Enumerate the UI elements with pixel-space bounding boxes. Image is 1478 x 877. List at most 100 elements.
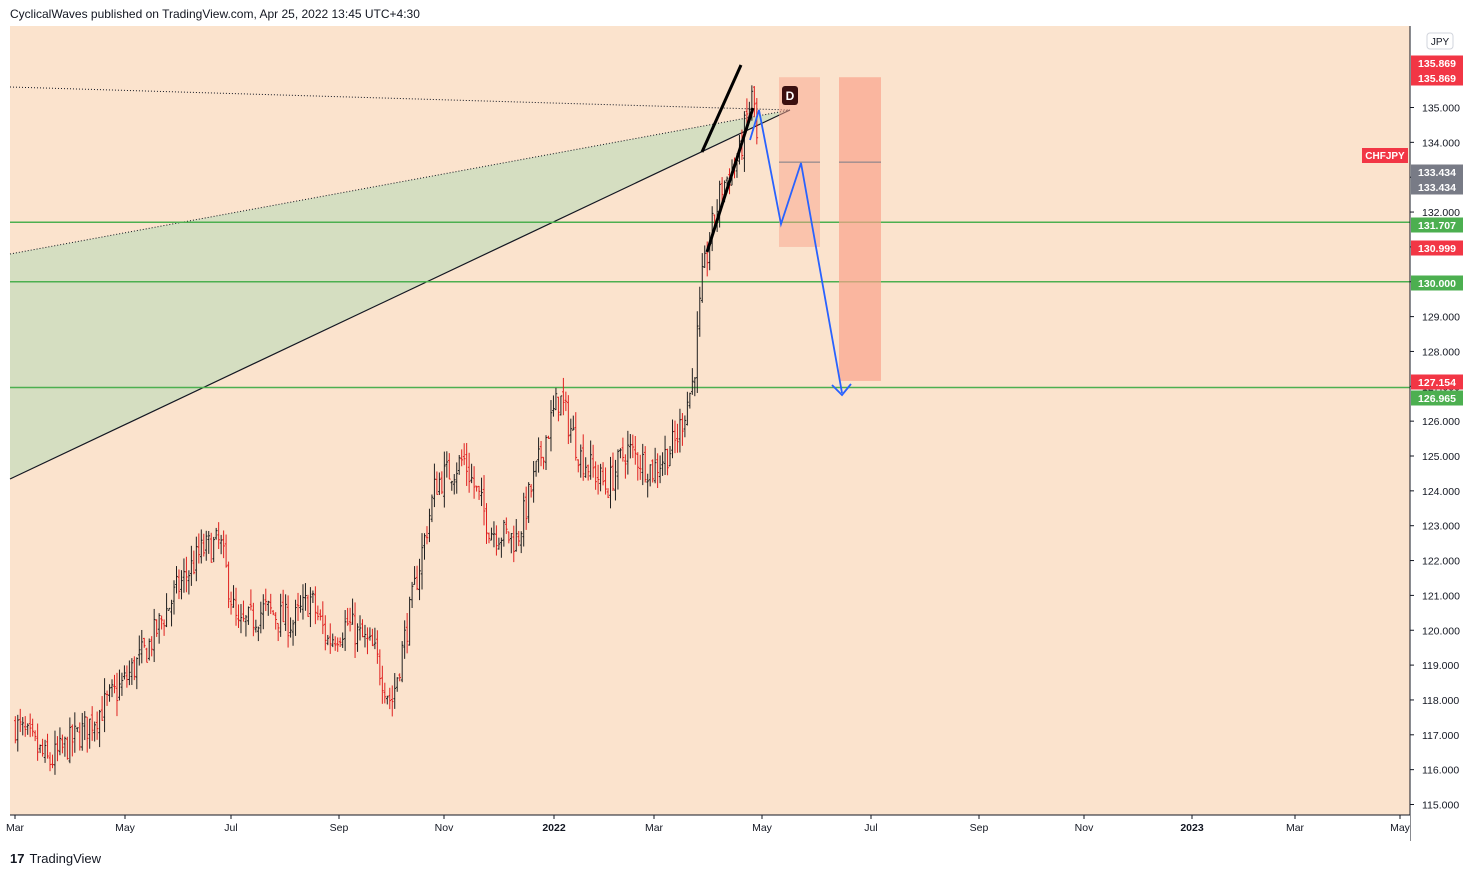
ohlc-bar — [157, 613, 161, 644]
price-tag-box — [1411, 55, 1463, 71]
ohlc-bar — [93, 721, 96, 742]
short-target-box-2 — [839, 77, 881, 381]
ohlc-bar — [286, 595, 290, 648]
footer-brand[interactable]: 17 TradingView — [10, 851, 101, 866]
ohlc-bar — [224, 534, 228, 568]
ohlc-bar — [614, 459, 617, 501]
ohlc-bar — [155, 619, 158, 637]
price-tag-label: 133.434 — [1418, 167, 1456, 179]
ohlc-bar — [631, 434, 635, 459]
ohlc-bar — [150, 636, 153, 657]
ohlc-bar — [490, 527, 493, 541]
ohlc-bar — [668, 445, 672, 467]
ohlc-bar — [227, 561, 230, 609]
price-tag-box — [1411, 275, 1463, 291]
ohlc-bar — [135, 657, 139, 690]
y-tick-label: 134.000 — [1422, 137, 1460, 149]
ohlc-bar — [13, 716, 17, 744]
ohlc-bar — [343, 610, 347, 651]
y-tick-label: 119.000 — [1422, 660, 1459, 672]
price-tag: 126.965 — [1411, 390, 1463, 406]
ohlc-bar — [666, 448, 669, 476]
x-tick-label: 2022 — [542, 822, 566, 834]
symbol-tag-box — [1362, 148, 1408, 163]
ohlc-bar — [500, 537, 503, 558]
ohlc-bar — [71, 724, 74, 757]
price-tag-label: 131.707 — [1418, 220, 1456, 232]
ohlc-bar — [599, 463, 602, 492]
x-tick-label: Nov — [435, 822, 454, 834]
ohlc-bar — [269, 593, 273, 614]
ohlc-bar — [643, 446, 647, 483]
ohlc-bar — [242, 600, 245, 622]
ohlc-bar — [415, 565, 419, 591]
y-tick-label: 117.000 — [1422, 730, 1459, 742]
ohlc-bar — [633, 436, 637, 465]
ohlc-bar — [237, 604, 240, 629]
price-tag-box — [1411, 217, 1463, 233]
ohlc-bar — [606, 488, 610, 499]
ohlc-bar — [395, 677, 399, 692]
ohlc-bar — [199, 529, 203, 564]
ohlc-bar — [651, 459, 654, 483]
ohlc-bar — [80, 712, 84, 751]
ohlc-bar — [552, 395, 555, 417]
pattern-d-badge — [782, 86, 798, 105]
ohlc-bar — [353, 602, 357, 658]
ohlc-bar — [524, 486, 528, 530]
ohlc-bar — [142, 637, 146, 648]
ohlc-bar — [125, 665, 129, 688]
ohlc-bar — [695, 311, 699, 393]
price-tag-box — [1411, 390, 1463, 406]
ohlc-bar — [38, 744, 42, 754]
brand-name: TradingView — [29, 851, 102, 866]
ohlc-bar — [681, 413, 684, 446]
ohlc-bar — [452, 474, 456, 495]
ohlc-bar — [581, 434, 585, 481]
projection-line — [749, 109, 843, 394]
ohlc-bar — [254, 619, 258, 633]
ohlc-bar — [264, 588, 268, 612]
ohlc-bar — [440, 471, 444, 495]
ohlc-bar — [356, 623, 359, 652]
ohlc-bar — [477, 485, 481, 500]
ohlc-bar — [591, 444, 595, 478]
ohlc-bar — [626, 430, 630, 475]
ohlc-bar — [629, 434, 632, 459]
ohlc-bar — [589, 440, 592, 480]
ohlc-bar — [31, 718, 34, 737]
chart-header: CyclicalWaves published on TradingView.c… — [10, 7, 420, 21]
ohlc-bar — [683, 415, 687, 438]
ohlc-bar — [691, 368, 694, 395]
ohlc-bar — [539, 440, 543, 467]
ohlc-bar — [36, 723, 39, 761]
ohlc-bar — [73, 712, 77, 753]
y-tick-label: 132.000 — [1422, 207, 1460, 219]
ohlc-bar — [137, 635, 141, 666]
x-tick-label: Jul — [864, 822, 877, 834]
x-tick-label: Sep — [330, 822, 349, 834]
ohlc-bar — [316, 605, 320, 621]
ohlc-bar — [16, 714, 20, 752]
currency-badge-label: JPY — [1431, 37, 1450, 48]
price-tag-label: 135.869 — [1418, 73, 1456, 85]
price-axis-panel[interactable] — [1410, 26, 1478, 841]
ohlc-bar — [366, 627, 369, 655]
time-axis-panel[interactable] — [10, 815, 1410, 841]
ohlc-bar — [247, 606, 250, 625]
ohlc-bar — [120, 672, 124, 696]
ohlc-bar — [584, 457, 587, 478]
ohlc-bar — [333, 636, 337, 651]
x-tick-label: Jul — [224, 822, 237, 834]
ohlc-bar — [90, 706, 94, 741]
price-tag-label: 127.154 — [1418, 377, 1456, 389]
ohlc-bar — [28, 713, 32, 738]
ohlc-bar — [381, 665, 384, 704]
chart-annotations: CHFJPY JPY — [1362, 32, 1454, 163]
ohlc-bar — [219, 534, 223, 555]
ohlc-bar — [656, 453, 659, 489]
ohlc-bar — [487, 532, 491, 544]
ohlc-bar — [420, 533, 424, 590]
ohlc-bar — [167, 607, 171, 611]
